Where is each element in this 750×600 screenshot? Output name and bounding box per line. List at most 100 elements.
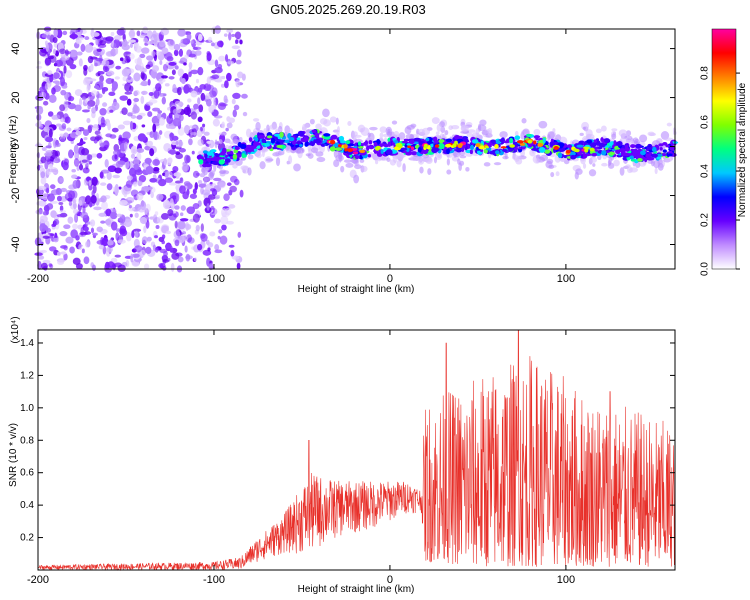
noise-blob <box>216 40 224 48</box>
noise-blob <box>188 125 197 129</box>
noise-blob <box>144 157 152 165</box>
noise-blob <box>40 249 47 253</box>
snr-panel: -200 -100 0 100 0.2 0.4 0.6 0.8 1.0 1.2 1.4 Heigh… <box>8 316 676 595</box>
track-core <box>437 143 445 150</box>
noise-blob <box>235 39 239 45</box>
track-core <box>347 143 355 147</box>
noise-blob <box>63 100 69 108</box>
track-core <box>221 148 227 154</box>
track-halo <box>588 169 597 177</box>
noise-blob <box>73 127 80 131</box>
noise-blob <box>232 109 237 118</box>
noise-blob <box>67 103 77 110</box>
track-core <box>334 147 343 151</box>
noise-blob <box>169 198 174 208</box>
noise-blob <box>56 142 61 147</box>
track-core <box>501 137 505 141</box>
noise-blob <box>39 91 47 99</box>
noise-blob <box>190 90 198 98</box>
noise-blob <box>144 104 151 112</box>
y-tick-label: 0.8 <box>20 435 34 446</box>
noise-blob <box>75 263 83 270</box>
y-tick-label: 1.0 <box>20 403 34 414</box>
track-core <box>234 146 240 151</box>
noise-blob <box>178 48 184 57</box>
noise-blob <box>239 39 243 45</box>
noise-blob <box>232 92 241 100</box>
track-core <box>630 144 636 149</box>
track-core <box>210 149 217 153</box>
noise-blob <box>60 89 67 96</box>
track-core <box>426 141 434 144</box>
noise-blob <box>56 213 65 218</box>
track-halo <box>433 156 437 164</box>
noise-blob <box>140 80 149 87</box>
noise-blob <box>206 76 212 85</box>
noise-blob <box>81 159 88 163</box>
noise-blob <box>168 149 177 155</box>
noise-blob <box>49 246 57 252</box>
track-core <box>495 139 501 145</box>
track-core <box>495 150 500 155</box>
noise-blob <box>69 246 75 254</box>
noise-blob <box>180 205 186 211</box>
track-halo <box>309 118 315 125</box>
noise-blob <box>82 78 91 86</box>
noise-blob <box>231 45 241 50</box>
noise-blob <box>100 116 105 126</box>
track-halo <box>241 166 249 174</box>
noise-blob <box>177 86 182 96</box>
track-core <box>557 152 563 159</box>
track-halo <box>479 119 487 126</box>
y-tick-label: 0 <box>10 143 22 149</box>
noise-blob <box>70 229 78 239</box>
noise-blob <box>174 100 182 106</box>
noise-blob <box>114 262 122 268</box>
track-halo <box>457 158 461 165</box>
noise-blob <box>126 98 132 106</box>
noise-blob <box>218 55 226 62</box>
noise-blob <box>136 192 144 201</box>
noise-blob <box>113 144 120 152</box>
noise-blob <box>158 130 163 135</box>
track-core <box>254 137 259 142</box>
noise-blob <box>117 160 126 165</box>
noise-blob <box>220 75 226 80</box>
noise-blob <box>159 263 164 269</box>
noise-blob <box>60 76 66 87</box>
track-core <box>469 149 473 155</box>
track-halo <box>259 161 266 170</box>
track-hotspot <box>494 144 499 149</box>
track-core <box>417 147 422 153</box>
track-core <box>446 148 450 155</box>
noise-blob <box>161 240 165 245</box>
track-core <box>209 157 217 162</box>
track-hotspot <box>516 140 524 144</box>
noise-blob <box>101 86 109 92</box>
noise-blob <box>207 247 211 252</box>
noise-blob <box>224 80 229 89</box>
noise-blob <box>114 76 120 80</box>
noise-field <box>34 25 248 273</box>
track-halo <box>582 126 586 130</box>
track-halo <box>301 123 307 133</box>
noise-blob <box>228 189 233 196</box>
noise-blob <box>90 219 96 227</box>
noise-blob <box>119 95 129 101</box>
track-core <box>528 143 533 148</box>
track-core <box>632 149 639 155</box>
noise-blob <box>96 48 102 52</box>
noise-blob <box>140 71 145 80</box>
noise-blob <box>76 39 82 44</box>
x-tick-label: 100 <box>557 273 575 285</box>
noise-blob <box>129 85 134 92</box>
noise-blob <box>147 140 153 147</box>
noise-blob <box>47 111 54 117</box>
noise-blob <box>136 30 141 37</box>
noise-blob <box>140 249 146 257</box>
noise-blob <box>78 199 83 206</box>
spectrogram-frame <box>37 28 676 270</box>
track-core <box>538 147 546 153</box>
noise-blob <box>154 211 159 216</box>
